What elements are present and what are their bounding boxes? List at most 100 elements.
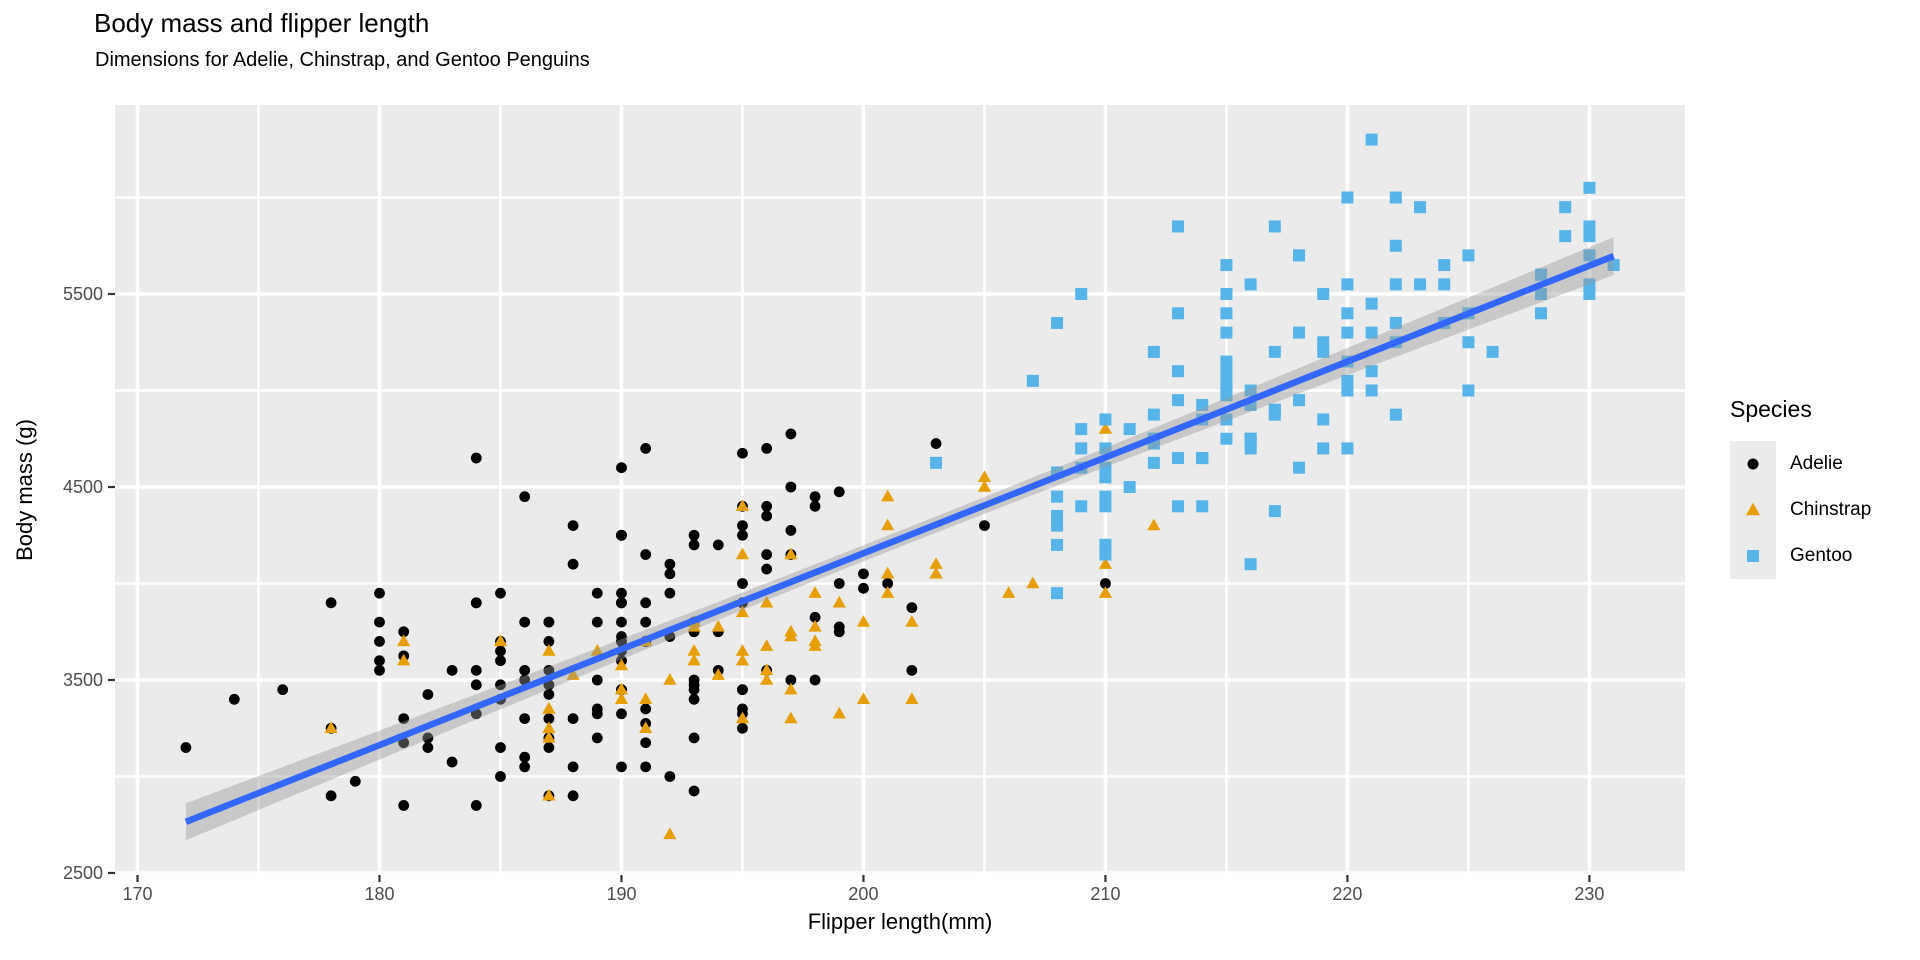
point-chinstrap [735,499,750,511]
point-gentoo [1268,220,1281,233]
point-chinstrap [784,682,798,695]
point-adelie [737,722,748,734]
point-gentoo [1583,181,1596,194]
point-gentoo [1075,500,1088,513]
point-adelie [1100,578,1111,589]
point-adelie [664,558,676,570]
point-gentoo [1172,500,1185,513]
point-gentoo [1099,490,1112,503]
point-adelie [761,549,773,560]
point-adelie [567,558,579,570]
point-adelie [616,529,627,541]
point-chinstrap [566,668,580,680]
point-adelie [761,442,773,454]
y-tick-label: 2500 [63,863,103,883]
point-chinstrap [735,644,750,656]
point-chinstrap [977,479,992,492]
point-chinstrap [808,586,822,598]
point-adelie [325,790,337,802]
point-gentoo [1583,220,1596,233]
point-adelie [495,587,506,599]
point-chinstrap [881,518,895,531]
point-adelie [688,529,700,541]
point-gentoo [1268,505,1281,518]
x-tick-label: 200 [848,884,878,904]
point-gentoo [1365,326,1378,339]
point-gentoo [1099,538,1112,551]
point-adelie [833,578,845,589]
point-chinstrap [1002,586,1016,598]
point-gentoo [1341,384,1354,397]
point-adelie [446,756,458,768]
point-adelie [809,611,821,623]
point-adelie [519,491,531,503]
point-chinstrap [784,711,798,724]
point-gentoo [1583,278,1596,291]
point-gentoo [1583,249,1596,262]
point-chinstrap [784,547,798,560]
point-adelie [785,525,797,536]
point-gentoo [1462,249,1475,262]
point-gentoo [1268,345,1281,358]
point-gentoo [1147,408,1160,421]
point-gentoo [1438,278,1451,291]
point-chinstrap [614,682,629,695]
point-gentoo [1051,587,1064,600]
legend-key-chinstrap [1730,487,1776,533]
point-gentoo [1389,239,1402,252]
point-chinstrap [687,653,701,666]
point-chinstrap [1026,576,1040,589]
point-adelie [495,645,506,657]
point-adelie [495,742,506,753]
point-chinstrap [687,644,701,656]
point-gentoo [1317,442,1330,455]
point-adelie [737,520,748,531]
point-gentoo [1535,307,1548,320]
point-adelie [906,602,918,614]
point-gentoo [1389,316,1402,329]
point-adelie [809,491,821,503]
point-gentoo [1341,326,1354,339]
legend-item-chinstrap: Chinstrap [1730,487,1871,533]
point-gentoo [1220,413,1233,426]
point-adelie [470,452,482,464]
point-adelie [398,800,410,811]
point-adelie [543,742,555,753]
point-chinstrap [929,566,943,579]
point-gentoo [1172,307,1185,320]
point-chinstrap [663,827,677,840]
point-gentoo [1293,326,1306,339]
point-gentoo [1414,201,1427,214]
x-tick-label: 220 [1332,884,1362,904]
point-chinstrap [663,672,677,685]
point-gentoo [1244,437,1257,450]
point-adelie [712,539,724,551]
point-adelie [785,481,797,493]
point-adelie [640,737,652,749]
x-tick-label: 190 [606,884,636,904]
point-gentoo [1220,288,1233,301]
point-adelie [470,597,482,609]
point-adelie [737,529,748,541]
point-gentoo [1341,191,1354,204]
point-chinstrap [760,663,774,676]
point-gentoo [1268,408,1281,421]
point-gentoo [1220,432,1233,445]
point-chinstrap [735,653,750,666]
point-chinstrap [760,595,774,608]
point-gentoo [1341,442,1354,455]
point-adelie [737,447,748,459]
point-gentoo [1293,394,1306,407]
point-chinstrap [542,701,556,714]
point-gentoo [1220,389,1233,402]
point-adelie [543,664,555,676]
point-adelie [785,428,797,440]
point-gentoo [1075,423,1088,436]
point-chinstrap [856,692,871,704]
legend-label-chinstrap: Chinstrap [1790,499,1872,520]
point-adelie [374,635,385,647]
point-adelie [374,587,385,599]
point-chinstrap [735,547,750,560]
point-adelie [640,703,652,715]
